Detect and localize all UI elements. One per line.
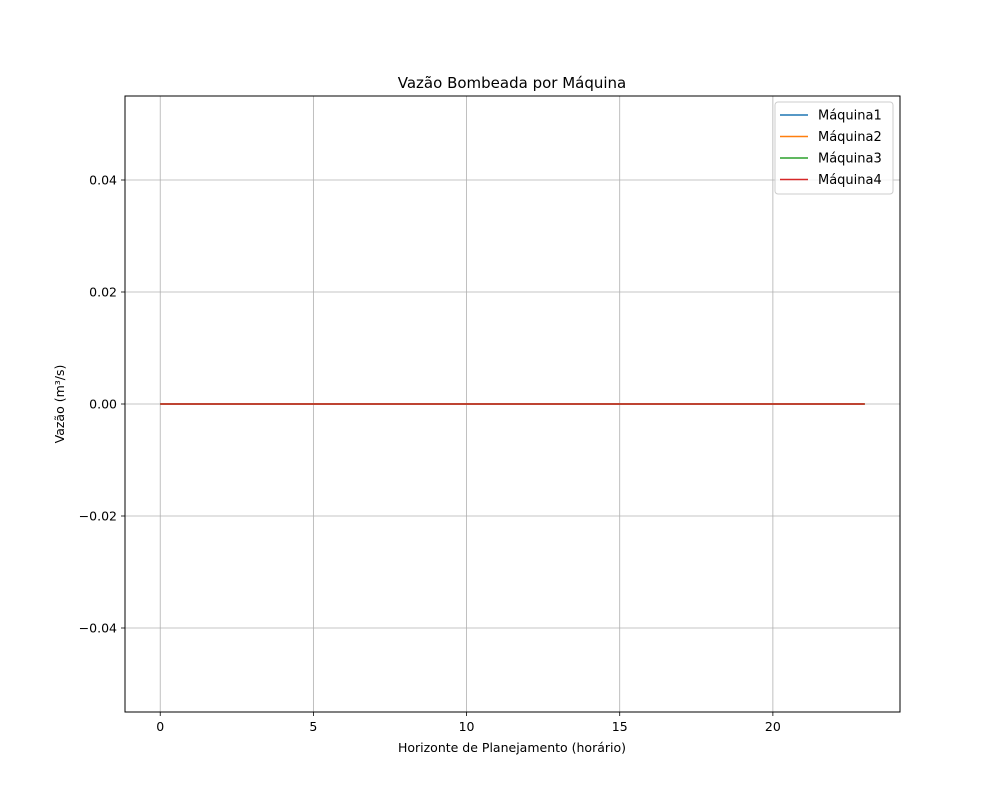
legend-label: Máquina1 — [818, 109, 882, 124]
y-tick-label: 0.04 — [89, 173, 117, 188]
chart-title: Vazão Bombeada por Máquina — [398, 74, 626, 92]
legend-label: Máquina2 — [818, 130, 882, 145]
x-axis-label: Horizonte de Planejamento (horário) — [398, 740, 626, 755]
y-tick-label: 0.00 — [89, 397, 117, 412]
y-axis-ticks: −0.04 −0.02 0.00 0.02 0.04 — [79, 173, 125, 636]
legend-label: Máquina3 — [818, 152, 882, 167]
y-axis-label: Vazão (m³/s) — [52, 365, 67, 444]
y-tick-label: 0.02 — [89, 285, 117, 300]
legend-label: Máquina4 — [818, 173, 882, 188]
legend: Máquina1 Máquina2 Máquina3 Máquina4 — [774, 101, 894, 195]
x-tick-label: 15 — [612, 719, 628, 734]
y-tick-label: −0.04 — [79, 621, 117, 636]
y-tick-label: −0.02 — [79, 509, 117, 524]
legend-box — [774, 101, 894, 195]
x-axis-ticks: 0 5 10 15 20 — [156, 712, 781, 734]
x-tick-label: 10 — [459, 719, 475, 734]
x-tick-label: 0 — [156, 719, 164, 734]
x-tick-label: 5 — [309, 719, 317, 734]
x-tick-label: 20 — [765, 719, 781, 734]
